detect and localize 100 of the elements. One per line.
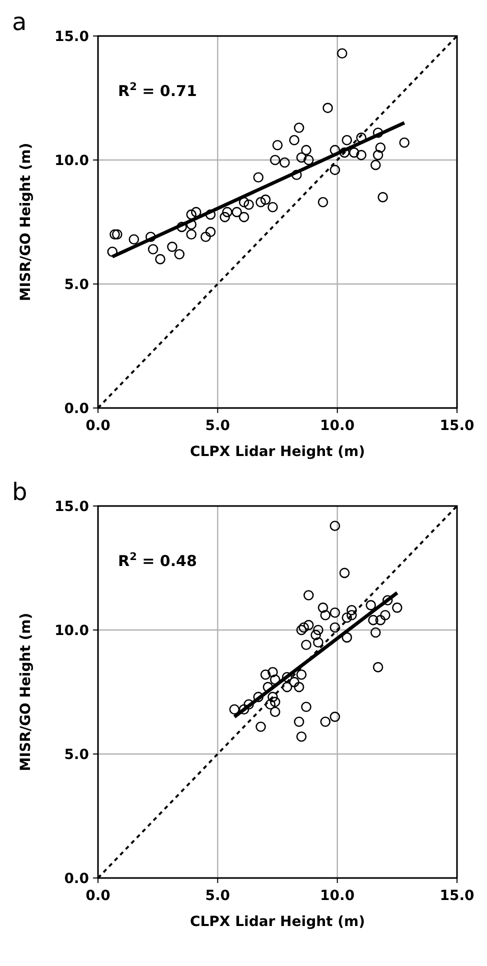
chart-title: a — [12, 8, 27, 36]
point — [372, 662, 384, 672]
point — [378, 192, 388, 202]
annotation: R$^{2}$ = 0.71 — [118, 81, 197, 100]
point — [342, 632, 352, 643]
point — [128, 234, 140, 245]
y-tick-label: 15.0 — [54, 499, 90, 515]
point — [330, 144, 340, 156]
point — [320, 716, 331, 727]
point — [366, 600, 376, 610]
point — [330, 622, 340, 633]
point — [313, 624, 324, 636]
point — [244, 199, 254, 210]
point — [339, 568, 350, 578]
point — [289, 135, 300, 146]
point — [155, 254, 166, 264]
x-tick-label: 0.0 — [86, 888, 111, 904]
point — [294, 716, 304, 727]
point — [399, 137, 410, 148]
point — [262, 682, 274, 692]
point — [339, 147, 350, 158]
point — [342, 612, 352, 623]
point — [186, 219, 196, 230]
point — [270, 706, 280, 717]
point — [167, 242, 178, 252]
point — [380, 610, 390, 620]
point — [330, 607, 340, 618]
x-tick-label: 15.0 — [440, 888, 475, 904]
point — [301, 144, 312, 156]
point — [296, 669, 307, 680]
point — [186, 209, 196, 220]
point — [146, 232, 156, 242]
point — [260, 669, 271, 680]
point — [110, 229, 120, 240]
x-tick-label: 10.0 — [320, 888, 355, 904]
point — [296, 152, 307, 163]
point — [253, 692, 264, 702]
point — [268, 692, 278, 702]
point — [220, 212, 230, 222]
point — [342, 135, 352, 146]
point — [346, 605, 357, 616]
point — [356, 132, 366, 143]
point — [318, 602, 328, 613]
point — [289, 676, 300, 688]
point — [229, 704, 240, 715]
point — [372, 150, 384, 160]
y-tick-label: 5.0 — [64, 277, 90, 293]
point — [313, 637, 324, 648]
y-tick-label: 0.0 — [64, 401, 90, 417]
point — [372, 128, 384, 138]
point — [270, 674, 280, 685]
point — [294, 682, 304, 692]
point — [238, 197, 250, 208]
x-tick-label: 10.0 — [320, 418, 355, 434]
point — [265, 699, 276, 710]
point — [368, 614, 378, 626]
point — [318, 197, 328, 208]
point — [375, 142, 386, 153]
y-tick-label: 5.0 — [64, 747, 90, 763]
x-tick-label: 5.0 — [205, 888, 230, 904]
point — [205, 209, 216, 220]
point — [392, 602, 402, 613]
x-tick-label: 5.0 — [205, 418, 230, 434]
point — [256, 722, 266, 732]
y-tick-label: 0.0 — [64, 871, 90, 887]
point — [303, 154, 314, 166]
point — [272, 140, 283, 150]
point — [260, 194, 271, 205]
point — [294, 122, 304, 133]
point — [244, 699, 254, 710]
point — [107, 246, 118, 257]
point — [186, 229, 196, 240]
point — [336, 48, 348, 59]
y-tick-label: 10.0 — [54, 623, 90, 639]
point — [238, 212, 250, 222]
point — [282, 682, 292, 692]
x-axis-title: CLPX Lidar Height (m) — [190, 444, 366, 460]
annotation: R$^{2}$ = 0.48 — [118, 551, 197, 570]
point — [296, 731, 307, 742]
point — [268, 667, 278, 678]
point — [330, 712, 340, 722]
point — [291, 170, 302, 180]
point — [375, 614, 386, 626]
point — [148, 244, 158, 254]
point — [330, 520, 340, 531]
point — [280, 157, 290, 168]
point — [348, 147, 360, 158]
point — [320, 610, 331, 620]
point — [190, 206, 202, 218]
x-axis-title: CLPX Lidar Height (m) — [190, 914, 366, 930]
point — [256, 197, 266, 208]
point — [222, 206, 232, 218]
x-tick-label: 15.0 — [440, 418, 475, 434]
point — [238, 704, 250, 715]
y-tick-label: 10.0 — [54, 153, 90, 169]
point — [310, 630, 321, 640]
point — [112, 229, 122, 240]
point — [301, 640, 312, 650]
point — [253, 172, 264, 183]
point — [270, 696, 280, 708]
